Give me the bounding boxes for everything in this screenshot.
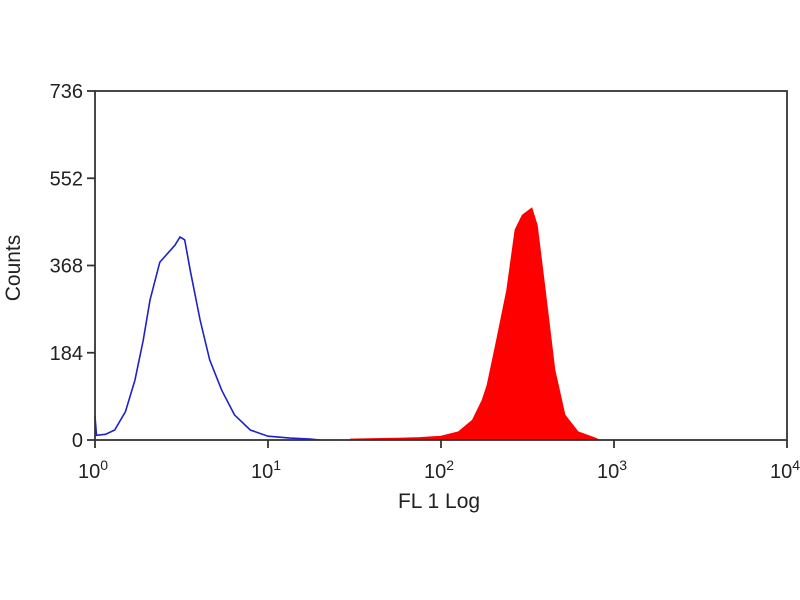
y-tick-label: 0 xyxy=(72,430,83,452)
x-tick-label: 100 xyxy=(78,457,108,483)
plot-frame xyxy=(94,90,788,441)
y-tick-label: 368 xyxy=(50,256,83,278)
plot-area xyxy=(94,207,600,441)
x-tick-exponent: 3 xyxy=(619,457,627,473)
x-tick-exponent: 0 xyxy=(100,457,108,473)
series-0-outline-histogram xyxy=(94,235,321,441)
series-1-filled-histogram xyxy=(350,207,600,441)
x-tick-label: 104 xyxy=(770,457,800,483)
y-axis-label: Counts xyxy=(2,235,25,302)
y-tick-label: 736 xyxy=(50,81,83,103)
y-tick-label: 552 xyxy=(50,168,83,190)
y-tick-label: 184 xyxy=(50,343,83,365)
x-tick-exponent: 2 xyxy=(446,457,454,473)
x-tick-exponent: 1 xyxy=(273,457,281,473)
x-tick-label: 101 xyxy=(251,457,281,483)
x-tick-label: 102 xyxy=(424,457,454,483)
x-axis-label: FL 1 Log xyxy=(398,490,480,513)
x-tick-exponent: 4 xyxy=(792,457,800,473)
x-tick-label: 103 xyxy=(597,457,627,483)
